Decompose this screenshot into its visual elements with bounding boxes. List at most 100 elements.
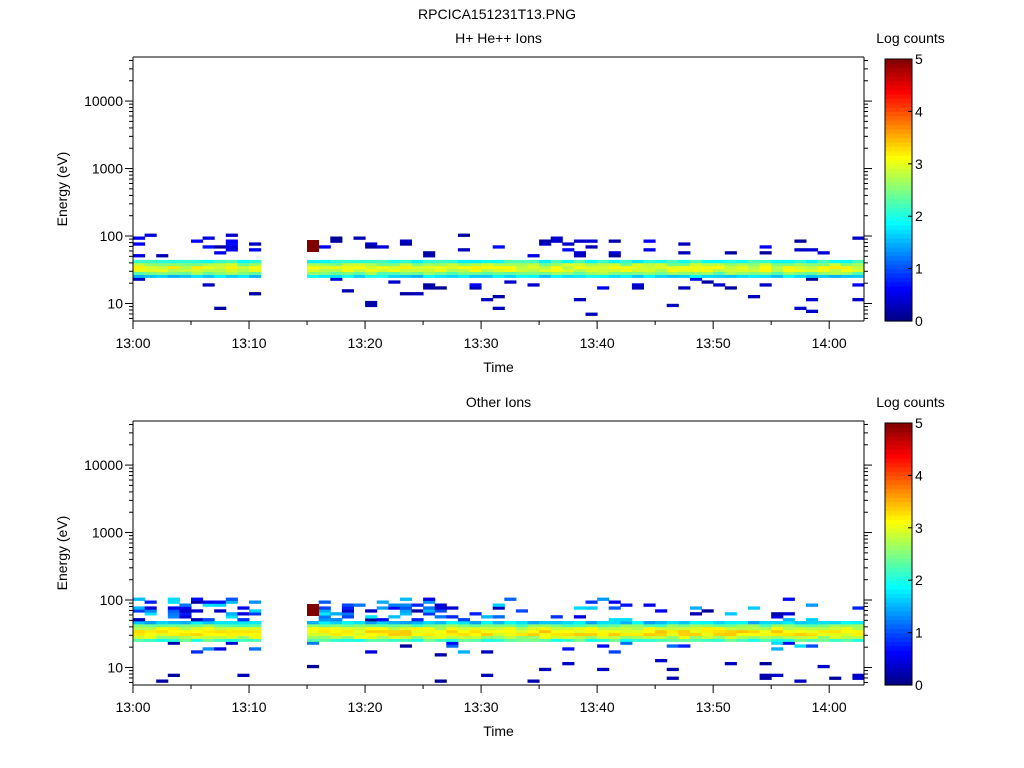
heatmap-cell xyxy=(481,626,494,631)
heatmap-cell xyxy=(353,265,366,270)
heatmap-cell xyxy=(144,606,157,610)
heatmap-cell xyxy=(690,629,703,634)
heatmap-cell xyxy=(527,679,540,683)
heatmap-cell xyxy=(318,262,331,267)
heatmap-cell xyxy=(829,271,842,275)
heatmap-cell xyxy=(794,259,807,264)
heatmap-cell xyxy=(748,623,761,628)
colorbar-tick-label: 3 xyxy=(915,520,923,536)
heatmap-cell xyxy=(655,632,668,636)
heatmap-cell xyxy=(202,623,215,628)
heatmap-cell xyxy=(434,626,447,631)
heatmap-cell xyxy=(573,635,586,639)
heatmap-cell xyxy=(573,259,586,264)
heatmap-cell xyxy=(179,621,192,625)
heatmap-cell xyxy=(330,274,343,278)
heatmap-cell xyxy=(144,262,157,267)
heatmap-cell xyxy=(446,644,459,648)
heatmap-cell xyxy=(794,621,807,625)
heatmap-cell xyxy=(330,239,343,243)
heatmap-cell xyxy=(585,632,598,636)
x-tick-label: 13:10 xyxy=(232,335,267,351)
heatmap-cell xyxy=(365,265,378,270)
heatmap-cell xyxy=(237,274,250,278)
heatmap-cell xyxy=(678,629,691,634)
heatmap-cell xyxy=(782,262,795,267)
heatmap-cell xyxy=(376,262,389,267)
heatmap-cell xyxy=(423,262,436,267)
heatmap-cell xyxy=(318,629,331,634)
heatmap-cell xyxy=(724,632,737,636)
heatmap-cell xyxy=(690,268,703,272)
heatmap-cell xyxy=(759,623,772,628)
heatmap-cell xyxy=(806,265,819,270)
heatmap-cell xyxy=(144,274,157,278)
heatmap-cell xyxy=(307,268,320,272)
heatmap-cell xyxy=(423,632,436,636)
heatmap-cell xyxy=(690,259,703,264)
colorbar-swatch xyxy=(885,501,912,507)
heatmap-cell xyxy=(852,274,865,278)
colorbar-swatch xyxy=(885,290,912,296)
heatmap-cell xyxy=(307,259,320,264)
heatmap-cell xyxy=(225,271,238,275)
heatmap-cell xyxy=(666,265,679,270)
heatmap-cell xyxy=(388,638,401,642)
colorbar-swatch xyxy=(885,102,912,108)
colorbar-swatch xyxy=(885,281,912,287)
heatmap-cell xyxy=(852,606,865,610)
heatmap-cell xyxy=(376,623,389,628)
heatmap-cell xyxy=(399,242,412,246)
heatmap-cell xyxy=(330,632,343,636)
heatmap-cell xyxy=(620,626,633,631)
heatmap-cell xyxy=(736,268,749,272)
heatmap-cell xyxy=(504,259,517,264)
heatmap-cell xyxy=(736,635,749,639)
heatmap-cell xyxy=(423,623,436,628)
colorbar-swatch xyxy=(885,488,912,494)
heatmap-cell xyxy=(423,600,436,604)
colorbar-swatch xyxy=(885,523,912,529)
heatmap-cell xyxy=(237,621,250,625)
heatmap-cell xyxy=(771,632,784,636)
heatmap-cell xyxy=(759,283,772,287)
colorbar-swatch xyxy=(885,242,912,248)
heatmap-cell xyxy=(597,265,610,270)
heatmap-cell xyxy=(573,623,586,628)
heatmap-cell xyxy=(481,629,494,634)
heatmap-cell xyxy=(376,621,389,625)
heatmap-cell xyxy=(690,621,703,625)
heatmap-cell xyxy=(225,242,238,246)
heatmap-cell xyxy=(759,673,772,677)
heatmap-cell xyxy=(840,632,853,636)
heatmap-cell xyxy=(388,274,401,278)
heatmap-cell xyxy=(411,618,424,622)
heatmap-cell xyxy=(353,268,366,272)
heatmap-cell xyxy=(817,274,830,278)
heatmap-cell xyxy=(504,274,517,278)
heatmap-cell xyxy=(817,635,830,639)
heatmap-cell xyxy=(133,638,146,642)
heatmap-cell xyxy=(388,621,401,625)
heatmap-cell xyxy=(446,635,459,639)
heatmap-cell xyxy=(782,629,795,634)
heatmap-cell xyxy=(214,635,227,639)
heatmap-cell xyxy=(539,626,552,631)
heatmap-cell xyxy=(573,621,586,625)
colorbar-swatch xyxy=(885,220,912,226)
heatmap-cell xyxy=(469,612,482,616)
y-tick-label: 1000 xyxy=(92,161,123,177)
heatmap-cell xyxy=(550,259,563,264)
heatmap-cell xyxy=(225,638,238,642)
heatmap-cell xyxy=(631,271,644,275)
heatmap-cell xyxy=(202,600,215,604)
heatmap-cell xyxy=(840,623,853,628)
colorbar-swatch xyxy=(885,85,912,91)
heatmap-cell xyxy=(492,615,505,619)
heatmap-cell xyxy=(434,606,447,610)
heatmap-cell xyxy=(655,259,668,264)
heatmap-cell xyxy=(481,262,494,267)
heatmap-cell xyxy=(840,262,853,267)
heatmap-cell xyxy=(399,262,412,267)
